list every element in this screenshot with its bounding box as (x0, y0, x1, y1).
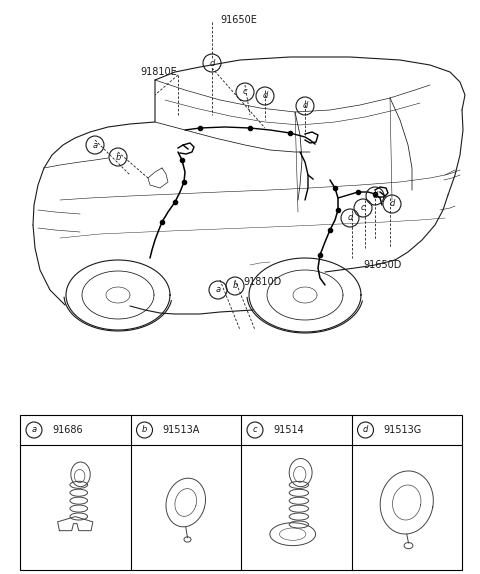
Text: a: a (216, 285, 221, 294)
Text: 91810E: 91810E (140, 67, 177, 77)
Text: b: b (232, 281, 238, 290)
Text: d: d (372, 192, 378, 200)
Text: 91513G: 91513G (384, 425, 422, 435)
Text: c: c (243, 87, 247, 96)
Text: d: d (348, 214, 353, 223)
Text: a: a (93, 141, 97, 149)
Text: b: b (115, 153, 120, 161)
Bar (20, 415, 462, 570)
Text: 91514: 91514 (273, 425, 304, 435)
Text: 91513A: 91513A (163, 425, 200, 435)
Text: 91686: 91686 (52, 425, 83, 435)
Text: c: c (252, 425, 257, 435)
Text: d: d (209, 59, 215, 68)
Text: b: b (142, 425, 147, 435)
Text: 91810D: 91810D (243, 277, 281, 287)
Text: a: a (31, 425, 36, 435)
Text: d: d (262, 91, 268, 100)
Text: 91650D: 91650D (363, 260, 401, 270)
Text: d: d (302, 102, 308, 111)
Text: d: d (363, 425, 368, 435)
Text: c: c (360, 204, 365, 212)
Text: d: d (389, 200, 395, 208)
Text: 91650E: 91650E (220, 15, 257, 25)
